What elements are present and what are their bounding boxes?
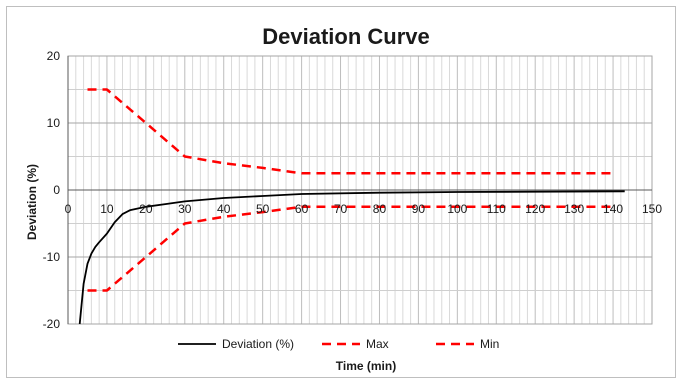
x-tick-label: 150 bbox=[642, 202, 662, 216]
x-tick-label: 80 bbox=[373, 202, 387, 216]
x-tick-label: 10 bbox=[100, 202, 114, 216]
chart-title: Deviation Curve bbox=[262, 24, 430, 49]
x-tick-label: 120 bbox=[525, 202, 545, 216]
y-tick-label: -20 bbox=[43, 317, 61, 331]
series-line-min bbox=[87, 205, 614, 292]
x-tick-label: 90 bbox=[412, 202, 426, 216]
y-tick-label: 10 bbox=[47, 116, 61, 130]
x-tick-label: 20 bbox=[139, 202, 153, 216]
x-tick-label: 50 bbox=[256, 202, 270, 216]
axes bbox=[67, 56, 652, 324]
series-line-max bbox=[87, 88, 614, 175]
x-tick-label: 70 bbox=[334, 202, 348, 216]
legend: Deviation (%) Max Min bbox=[178, 337, 499, 351]
x-tick-label: 0 bbox=[65, 202, 72, 216]
legend-label-min: Min bbox=[480, 337, 499, 351]
x-tick-label: 140 bbox=[603, 202, 623, 216]
x-axis-label: Time (min) bbox=[336, 359, 396, 373]
series-layer bbox=[78, 88, 625, 325]
legend-label-deviation: Deviation (%) bbox=[222, 337, 294, 351]
x-tick-label: 60 bbox=[295, 202, 309, 216]
x-tick-label: 40 bbox=[217, 202, 231, 216]
x-tick-label: 30 bbox=[178, 202, 192, 216]
y-axis-label: Deviation (%) bbox=[25, 164, 39, 240]
x-tick-label: 130 bbox=[564, 202, 584, 216]
tick-labels: 0 10 20 30 40 50 60 70 80 90 100 110 120 130 140 150-20… bbox=[43, 49, 663, 331]
series-line-deviation bbox=[78, 190, 625, 325]
y-tick-label: -10 bbox=[43, 250, 61, 264]
x-tick-label: 100 bbox=[447, 202, 467, 216]
y-tick-label: 20 bbox=[47, 49, 61, 63]
y-tick-label: 0 bbox=[53, 183, 60, 197]
x-tick-label: 110 bbox=[487, 202, 506, 216]
legend-label-max: Max bbox=[366, 337, 389, 351]
